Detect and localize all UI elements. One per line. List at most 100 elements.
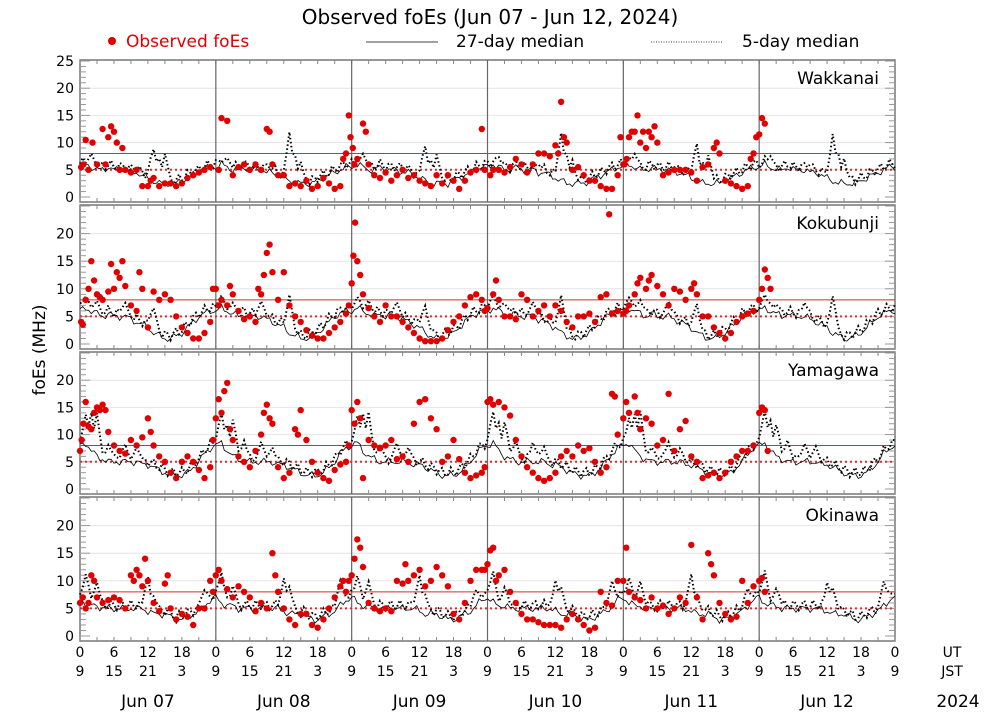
observed-point — [388, 608, 395, 615]
observed-point — [195, 335, 203, 342]
observed-point — [82, 398, 89, 406]
observed-point — [688, 169, 695, 176]
observed-point — [291, 621, 299, 629]
observed-point — [113, 139, 121, 146]
observed-point — [727, 329, 735, 337]
observed-point — [591, 458, 599, 465]
observed-point — [710, 324, 718, 331]
observed-point — [274, 588, 282, 595]
observed-point — [671, 605, 678, 612]
observed-point — [574, 616, 582, 623]
observed-point — [342, 458, 350, 465]
observed-point — [648, 420, 655, 427]
observed-point — [535, 474, 542, 482]
observed-point — [127, 169, 135, 176]
observed-point — [80, 161, 87, 168]
observed-point — [501, 313, 508, 320]
observed-point — [269, 420, 276, 427]
observed-point — [286, 182, 293, 190]
x-tick-label-jst: 15 — [784, 664, 802, 680]
observed-point — [357, 415, 364, 422]
observed-point — [461, 469, 469, 476]
observed-point — [676, 426, 684, 433]
observed-point — [481, 464, 488, 471]
observed-point — [665, 302, 672, 309]
observed-point — [215, 302, 222, 309]
observed-point — [484, 561, 491, 568]
observed-point — [147, 428, 154, 436]
observed-point — [156, 182, 163, 190]
observed-point — [642, 285, 650, 292]
observed-point — [495, 398, 502, 406]
observed-point — [382, 442, 389, 449]
observed-point — [351, 219, 359, 226]
observed-point — [357, 544, 364, 551]
observed-point — [739, 313, 746, 320]
observed-point — [608, 602, 616, 609]
x-tick-label-ut: 0 — [76, 645, 85, 661]
observed-point — [739, 185, 746, 192]
y-tick-label: 5 — [65, 455, 74, 471]
observed-point — [665, 610, 672, 618]
observed-point — [699, 616, 706, 623]
x-tick-label-jst: 15 — [648, 664, 666, 680]
observed-point — [733, 613, 740, 620]
observed-point — [597, 588, 604, 595]
station-label: Okinawa — [806, 506, 879, 526]
observed-point — [173, 313, 180, 320]
observed-point — [495, 166, 502, 173]
observed-point — [308, 621, 316, 629]
observed-point — [490, 544, 497, 551]
x-tick-label-jst: 21 — [547, 664, 565, 680]
observed-point — [235, 163, 242, 171]
observed-point — [574, 442, 582, 449]
observed-point — [133, 166, 140, 173]
observed-point — [569, 166, 576, 173]
observed-point — [608, 185, 616, 192]
x-tick-label-ut: 0 — [619, 645, 628, 661]
x-tick-label-ut: 6 — [653, 645, 662, 661]
observed-point — [744, 599, 751, 607]
observed-point — [574, 163, 582, 171]
observed-point — [552, 469, 559, 476]
observed-point — [410, 329, 418, 337]
observed-point — [659, 172, 667, 179]
y-tick-label: 10 — [56, 428, 74, 444]
observed-point — [269, 161, 276, 168]
observed-point — [693, 291, 701, 298]
observed-point — [215, 396, 222, 403]
x-tick-label-ut: 18 — [852, 645, 870, 661]
observed-point — [371, 313, 378, 320]
observed-point — [634, 112, 641, 119]
x-tick-label-jst: 15 — [377, 664, 395, 680]
observed-point — [705, 550, 712, 557]
observed-point — [682, 599, 689, 607]
panel-okinawa: 0 5 10 15 20 Okinawa — [56, 496, 896, 645]
observed-point — [263, 401, 270, 408]
observed-point — [603, 599, 610, 607]
observed-point — [747, 155, 754, 163]
observed-point — [761, 120, 768, 127]
observed-point — [348, 280, 355, 287]
observed-point — [229, 172, 236, 179]
observed-point — [252, 608, 259, 615]
observed-point — [90, 577, 98, 584]
x-tick-label-jst: 3 — [177, 664, 186, 680]
observed-point — [399, 580, 406, 587]
observed-point — [266, 241, 273, 248]
observed-point — [690, 280, 698, 287]
observed-point — [606, 211, 613, 218]
observed-point — [351, 555, 358, 562]
observed-point — [320, 616, 327, 623]
observed-point — [450, 318, 457, 326]
observed-point — [308, 332, 316, 339]
observed-point — [546, 313, 553, 320]
observed-point — [257, 599, 265, 607]
observed-point — [337, 318, 344, 326]
x-tick-label-ut: 6 — [381, 645, 390, 661]
median-5day-line — [79, 570, 896, 624]
observed-point — [563, 139, 570, 146]
observed-point — [478, 469, 485, 476]
observed-point — [235, 307, 242, 315]
y-tick-label: 10 — [56, 574, 74, 590]
